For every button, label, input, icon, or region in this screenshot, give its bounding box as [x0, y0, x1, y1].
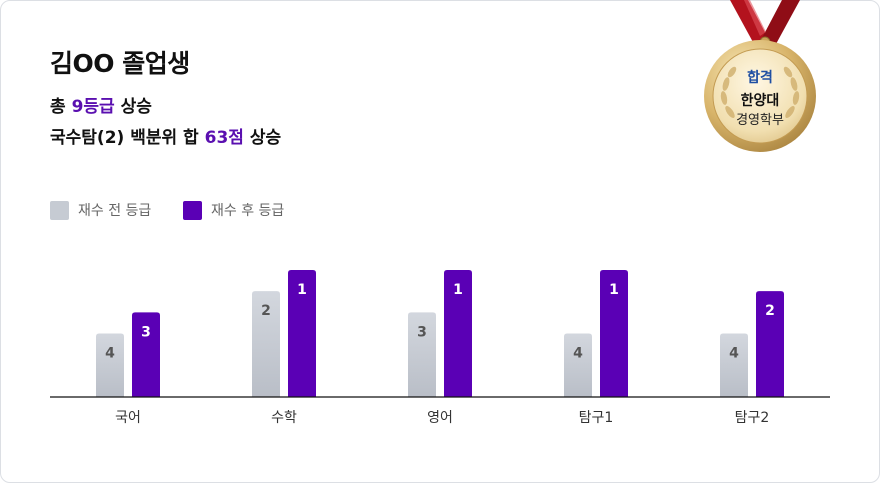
laurel-icon — [720, 66, 800, 118]
bar-after-0 — [132, 312, 160, 397]
badge-middle-text: 한양대 — [741, 93, 780, 109]
bar-before-3 — [564, 333, 592, 397]
bar-label-after-4: 2 — [765, 303, 775, 319]
legend-before-swatch — [50, 200, 69, 220]
legend-after-swatch — [183, 200, 202, 220]
bar-after-1 — [288, 270, 316, 397]
legend-after-label: 재수 후 등급 — [211, 203, 285, 219]
admission-medal: 합격 한양대 경영학부 — [704, 0, 816, 152]
percentile-rise-prefix: 국수탐(2) 백분위 합 — [50, 128, 205, 148]
percentile-rise-line: 국수탐(2) 백분위 합 63점 상승 — [50, 123, 281, 148]
percentile-rise-value: 63점 — [204, 128, 244, 148]
bar-label-before-3: 4 — [573, 346, 583, 362]
bar-label-before-2: 3 — [417, 324, 427, 340]
bar-label-before-4: 4 — [729, 346, 739, 362]
bar-after-3 — [600, 270, 628, 397]
bar-before-4 — [720, 333, 748, 397]
grade-rise-line: 총 9등급 상승 — [50, 92, 152, 117]
bar-before-0 — [96, 333, 124, 397]
bar-label-before-1: 2 — [261, 303, 271, 319]
grade-rise-suffix: 상승 — [114, 97, 152, 117]
bar-label-after-0: 3 — [141, 324, 151, 340]
legend-before: 재수 전 등급 — [50, 200, 151, 220]
badge-top-text: 합격 — [747, 69, 773, 86]
bar-label-after-3: 1 — [609, 282, 619, 298]
legend-after: 재수 후 등급 — [183, 200, 284, 220]
category-label-1: 수학 — [271, 410, 297, 426]
grade-rise-prefix: 총 — [50, 97, 72, 117]
category-label-0: 국어 — [115, 410, 141, 426]
bar-label-after-2: 1 — [453, 282, 463, 298]
grade-rise-value: 9등급 — [71, 97, 115, 117]
legend-before-label: 재수 전 등급 — [78, 203, 152, 219]
category-label-4: 탐구2 — [735, 410, 770, 426]
category-label-2: 영어 — [427, 410, 453, 426]
badge-bottom-text: 경영학부 — [736, 113, 784, 128]
bar-label-after-1: 1 — [297, 282, 307, 298]
bar-label-before-0: 4 — [105, 346, 115, 362]
category-label-3: 탐구1 — [579, 410, 614, 426]
bar-before-2 — [408, 312, 436, 397]
student-name: 김OO 졸업생 — [50, 49, 190, 78]
percentile-rise-suffix: 상승 — [243, 128, 282, 148]
bar-before-1 — [252, 291, 280, 397]
bar-after-2 — [444, 270, 472, 397]
bar-after-4 — [756, 291, 784, 397]
ribbon — [730, 0, 800, 44]
